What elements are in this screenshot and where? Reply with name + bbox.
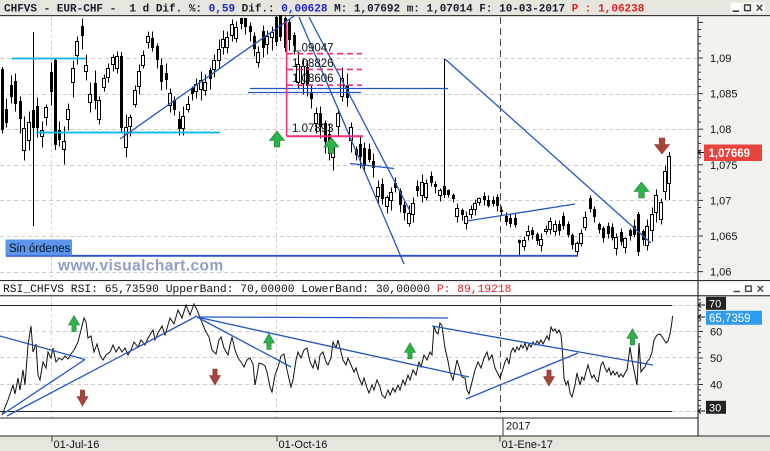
- svg-text:www.visualchart.com: www.visualchart.com: [57, 258, 224, 275]
- svg-text:1,065: 1,065: [710, 231, 738, 243]
- svg-text:CHFVS - EUR-CHF - 1 d Dif. %:: CHFVS - EUR-CHF - 1 d Dif. %: 0,59 Dif.:…: [4, 4, 645, 16]
- svg-text:1.08826: 1.08826: [292, 58, 334, 70]
- svg-text:1,07669: 1,07669: [709, 148, 751, 160]
- svg-text:1,08: 1,08: [710, 124, 731, 136]
- svg-text:1.09047: 1.09047: [292, 43, 334, 55]
- svg-text:2017: 2017: [506, 421, 530, 433]
- svg-text:1,075: 1,075: [710, 160, 738, 172]
- svg-text:30: 30: [709, 402, 721, 414]
- svg-text:1,06: 1,06: [710, 267, 731, 279]
- svg-text:1,09: 1,09: [710, 53, 731, 65]
- svg-text:1,085: 1,085: [710, 89, 738, 101]
- svg-text:Sin órdenes: Sin órdenes: [9, 243, 71, 255]
- svg-text:40: 40: [710, 380, 722, 392]
- svg-text:1.07893: 1.07893: [292, 123, 334, 135]
- svg-text:01-Ene-17: 01-Ene-17: [502, 439, 553, 451]
- svg-text:01-Oct-16: 01-Oct-16: [279, 439, 328, 451]
- svg-text:65,7359: 65,7359: [709, 313, 751, 325]
- svg-text:RSI_CHFVS RSI: 65,73590 UpperB: RSI_CHFVS RSI: 65,73590 UpperBand: 70,00…: [3, 284, 512, 296]
- svg-text:50: 50: [710, 353, 722, 365]
- svg-text:1.08606: 1.08606: [292, 73, 334, 85]
- svg-text:60: 60: [710, 327, 722, 339]
- svg-text:70: 70: [709, 298, 721, 310]
- svg-text:01-Jul-16: 01-Jul-16: [54, 439, 100, 451]
- svg-text:1,07: 1,07: [710, 195, 731, 207]
